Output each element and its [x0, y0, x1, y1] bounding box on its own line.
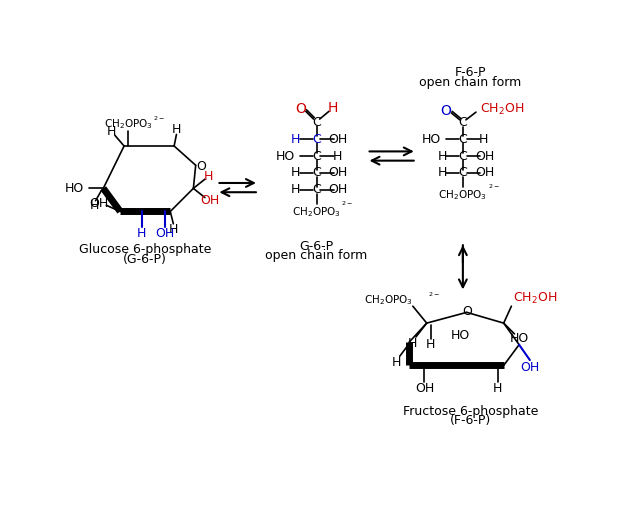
Text: C: C — [458, 117, 467, 129]
Text: H: H — [493, 382, 502, 395]
Text: HO: HO — [510, 332, 529, 345]
Text: C: C — [312, 167, 321, 179]
Text: CH$_2$OH: CH$_2$OH — [480, 102, 524, 117]
Text: $^{2-}$: $^{2-}$ — [488, 184, 499, 193]
Text: H: H — [107, 125, 117, 138]
Text: O: O — [463, 305, 472, 318]
Text: OH: OH — [520, 360, 540, 374]
Text: CH$_2$OH: CH$_2$OH — [513, 291, 557, 306]
Text: H: H — [137, 226, 147, 240]
Text: H: H — [291, 183, 301, 196]
Text: H: H — [169, 223, 178, 236]
Text: H: H — [204, 170, 213, 182]
Text: H: H — [437, 167, 447, 179]
Text: HO: HO — [276, 150, 295, 162]
Text: CH$_2$OPO$_3$: CH$_2$OPO$_3$ — [438, 189, 487, 202]
Text: OH: OH — [89, 197, 108, 210]
Text: C: C — [312, 150, 321, 162]
Text: OH: OH — [328, 183, 348, 196]
Text: (G-6-P): (G-6-P) — [123, 253, 167, 266]
Text: H: H — [437, 150, 447, 162]
Text: C: C — [312, 183, 321, 196]
Text: open chain form: open chain form — [419, 76, 522, 88]
Text: OH: OH — [328, 167, 348, 179]
Text: H: H — [172, 123, 181, 136]
Text: H: H — [89, 199, 99, 212]
Text: C: C — [312, 115, 321, 129]
Text: HO: HO — [451, 329, 470, 342]
Text: OH: OH — [201, 194, 220, 207]
Text: OH: OH — [475, 150, 494, 162]
Text: $^{2-}$: $^{2-}$ — [428, 291, 440, 300]
Text: H: H — [392, 356, 401, 369]
Text: CH$_2$OPO$_3$: CH$_2$OPO$_3$ — [364, 293, 413, 307]
Text: (F-6-P): (F-6-P) — [450, 414, 491, 427]
Text: H: H — [291, 132, 301, 146]
Text: OH: OH — [155, 226, 174, 240]
Text: OH: OH — [475, 167, 494, 179]
Text: C: C — [458, 132, 467, 146]
Text: open chain form: open chain form — [265, 249, 368, 262]
Text: O: O — [440, 104, 451, 119]
Text: H: H — [291, 167, 301, 179]
Text: G-6-P: G-6-P — [299, 240, 333, 252]
Text: H: H — [333, 150, 342, 162]
Text: Glucose 6-phosphate: Glucose 6-phosphate — [79, 243, 211, 257]
Text: F-6-P: F-6-P — [455, 66, 487, 79]
Text: H: H — [328, 101, 338, 115]
Text: C: C — [312, 132, 321, 146]
Text: CH$_2$OPO$_3$: CH$_2$OPO$_3$ — [292, 205, 341, 219]
Text: H: H — [408, 337, 417, 350]
Text: OH: OH — [415, 382, 434, 395]
Text: C: C — [458, 167, 467, 179]
Text: $^{2-}$: $^{2-}$ — [341, 201, 353, 210]
Text: HO: HO — [65, 182, 84, 195]
Text: O: O — [196, 159, 206, 173]
Text: C: C — [458, 150, 467, 162]
Text: H: H — [426, 338, 435, 351]
Text: HO: HO — [422, 132, 441, 146]
Text: OH: OH — [328, 132, 348, 146]
Text: CH$_2$OPO$_3$: CH$_2$OPO$_3$ — [103, 118, 153, 131]
Text: O: O — [296, 102, 306, 116]
Text: $^{2-}$: $^{2-}$ — [153, 115, 165, 125]
Text: H: H — [479, 132, 488, 146]
Text: Fructose 6-phosphate: Fructose 6-phosphate — [403, 405, 538, 418]
